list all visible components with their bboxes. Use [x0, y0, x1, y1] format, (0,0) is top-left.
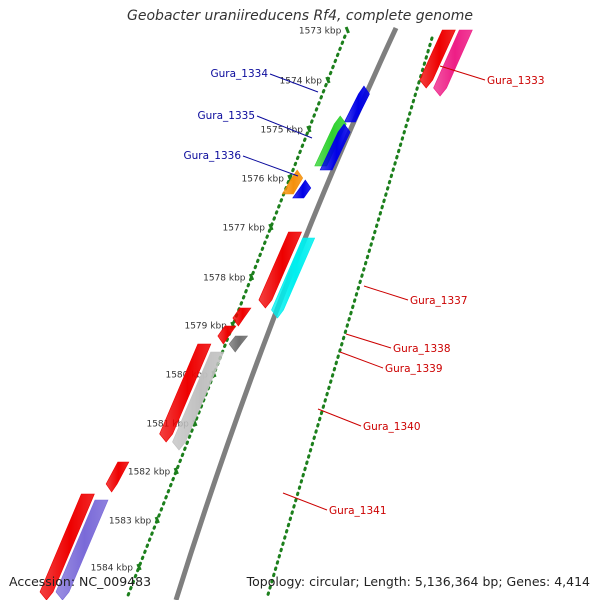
tick-label: 1573 kbp — [299, 27, 342, 37]
gene-gura-1333 — [419, 29, 456, 89]
gene-gura-1340 — [159, 343, 212, 443]
leader-line — [242, 155, 299, 177]
gene-gura-1338 — [232, 307, 252, 327]
gene-label-gura_1336: Gura_1336 — [183, 150, 241, 162]
tick-label: 1583 kbp — [109, 517, 152, 527]
gene-label-gura_1333: Gura_1333 — [487, 75, 545, 87]
leader-line — [363, 285, 409, 301]
gene-gura-1337b — [271, 237, 316, 319]
gene-gura-1336b — [292, 179, 312, 199]
gene-gura-1333b — [433, 29, 473, 97]
gene-gura-1334 — [343, 85, 370, 123]
leader-line — [345, 333, 392, 349]
leader-line — [317, 408, 362, 427]
tick-mark — [268, 223, 274, 231]
leader-line — [339, 351, 384, 369]
leader-line — [256, 115, 313, 139]
gene-label-gura_1341: Gura_1341 — [329, 505, 387, 517]
gene-label-gura_1334: Gura_1334 — [210, 68, 268, 80]
tick-mark — [306, 125, 312, 133]
gene-gura-1340b — [172, 351, 225, 451]
gene-gura-1341 — [105, 461, 130, 493]
accession-text: Accession: NC_009483 — [9, 574, 152, 589]
tick-label: 1584 kbp — [91, 564, 134, 574]
tick-mark — [173, 467, 179, 475]
gene-label-gura_1335: Gura_1335 — [197, 110, 255, 122]
tick-mark — [344, 26, 350, 34]
gene-gura-1339b — [228, 335, 249, 353]
tick-label: 1577 kbp — [223, 224, 266, 234]
map-title: Geobacter uraniireducens Rf4, complete g… — [127, 8, 473, 24]
gene-gura-1339 — [217, 325, 237, 345]
gene-gura-1335b — [319, 123, 351, 171]
tick-label: 1574 kbp — [280, 77, 323, 87]
tick-mark — [136, 563, 142, 571]
tick-label: 1582 kbp — [128, 468, 171, 478]
tick-label: 1578 kbp — [203, 274, 246, 284]
tick-mark — [248, 273, 255, 281]
topology-text: Topology: circular; Length: 5,136,364 bp… — [246, 574, 590, 589]
tick-mark — [325, 76, 331, 84]
tick-label: 1575 kbp — [261, 126, 304, 136]
tick-label: 1576 kbp — [242, 175, 285, 185]
gene-label-gura_1338: Gura_1338 — [393, 343, 451, 355]
leader-line — [439, 65, 486, 81]
tick-label: 1579 kbp — [184, 322, 227, 332]
gene-label-gura_1339: Gura_1339 — [385, 363, 443, 375]
inner-dotted-line — [265, 36, 434, 600]
gene-label-gura_1337: Gura_1337 — [410, 295, 468, 307]
gene-gura-1341c — [55, 499, 109, 600]
leader-line — [269, 73, 319, 93]
gene-label-gura_1340: Gura_1340 — [363, 421, 421, 433]
gene-gura-1337 — [258, 231, 302, 309]
tick-mark — [154, 516, 160, 524]
gene-gura-1335 — [314, 115, 347, 167]
leader-line — [282, 492, 328, 511]
gene-gura-1341b — [39, 493, 95, 600]
